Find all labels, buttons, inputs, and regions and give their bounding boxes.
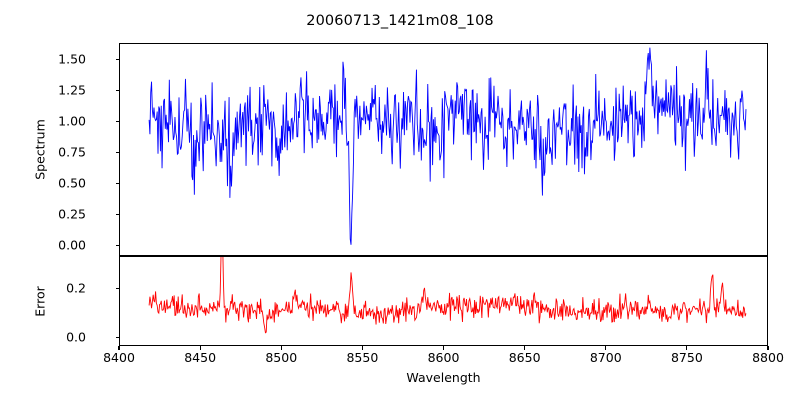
spectrum-ytick-label: 0.50 bbox=[58, 175, 86, 191]
spectrum-ytick-mark bbox=[115, 120, 119, 122]
spectrum-plot-area bbox=[119, 43, 768, 256]
error-xtick-mark bbox=[605, 346, 607, 350]
error-xtick-mark bbox=[767, 346, 769, 350]
error-xtick-mark bbox=[361, 346, 363, 350]
error-ytick-label: 0.0 bbox=[66, 329, 86, 345]
spectrum-ytick-label: 0.00 bbox=[58, 237, 86, 253]
error-xtick-label: 8550 bbox=[346, 350, 379, 365]
error-xtick-label: 8450 bbox=[184, 350, 217, 365]
spectrum-y-axis-label: Spectrum bbox=[32, 119, 48, 180]
x-axis-label: Wavelength bbox=[406, 370, 481, 385]
spectrum-line-series bbox=[148, 47, 747, 245]
error-polyline bbox=[148, 257, 747, 334]
error-xtick-label: 8500 bbox=[265, 350, 298, 365]
error-plot-area bbox=[119, 256, 768, 346]
error-xtick-label: 8650 bbox=[508, 350, 541, 365]
error-xtick-label: 8600 bbox=[427, 350, 460, 365]
error-xtick-label: 8400 bbox=[103, 350, 135, 365]
spectrum-ytick-mark bbox=[115, 58, 119, 60]
spectrum-ytick-label: 0.25 bbox=[58, 206, 86, 222]
error-xtick-mark bbox=[199, 346, 201, 350]
spectrum-ytick-label: 1.00 bbox=[58, 113, 86, 129]
error-ytick-mark bbox=[115, 287, 119, 289]
spectrum-ytick-mark bbox=[115, 182, 119, 184]
error-xtick-mark bbox=[118, 346, 120, 350]
error-xtick-label: 8750 bbox=[670, 350, 703, 365]
figure-title: 20060713_1421m08_108 bbox=[306, 13, 494, 29]
spectrum-polyline bbox=[148, 47, 747, 245]
spectrum-ytick-mark bbox=[115, 213, 119, 215]
spectrum-ytick-label: 1.50 bbox=[58, 51, 86, 67]
spectrum-ytick-mark bbox=[115, 89, 119, 91]
spectrum-ytick-mark bbox=[115, 244, 119, 246]
error-line-series bbox=[148, 257, 747, 334]
spectrum-ytick-label: 1.25 bbox=[58, 82, 86, 98]
error-xtick-label: 8800 bbox=[752, 350, 784, 365]
error-xtick-label: 8700 bbox=[589, 350, 622, 365]
error-xtick-mark bbox=[686, 346, 688, 350]
spectrum-ytick-mark bbox=[115, 151, 119, 153]
error-ytick-label: 0.2 bbox=[66, 280, 86, 296]
error-xtick-mark bbox=[442, 346, 445, 350]
error-xtick-mark bbox=[280, 346, 282, 350]
error-y-axis-label: Error bbox=[32, 286, 48, 317]
error-xtick-mark bbox=[524, 346, 526, 350]
error-ytick-mark bbox=[115, 336, 119, 338]
spectrum-ytick-label: 0.75 bbox=[58, 144, 86, 160]
